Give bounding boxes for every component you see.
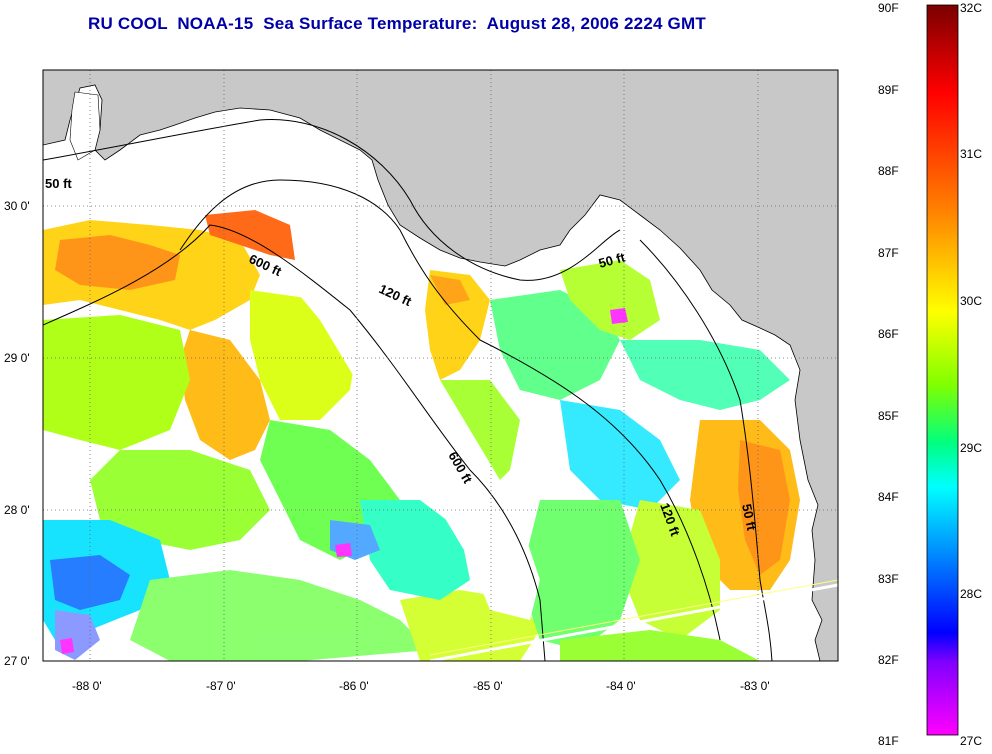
x-tick: -86 0' — [339, 679, 369, 693]
colorbar-f-label: 84F — [878, 490, 899, 504]
land-area — [43, 70, 838, 661]
colorbar-f-label: 82F — [878, 653, 899, 667]
colorbar-f-label: 88F — [878, 164, 899, 178]
colorbar-f-label: 83F — [878, 572, 899, 586]
grid-lines — [43, 70, 838, 661]
contour-label-50ft-west: 50 ft — [45, 176, 72, 191]
x-tick: -87 0' — [206, 679, 236, 693]
y-tick: 30 0' — [4, 199, 30, 213]
colorbar-f-label: 85F — [878, 409, 899, 423]
y-tick: 29 0' — [4, 351, 30, 365]
colorbar: 90F 89F 88F 87F 86F 85F 84F 83F 82F 81F … — [878, 1, 982, 748]
colorbar-c-label: 29C — [960, 441, 982, 455]
depth-contours — [43, 119, 773, 661]
colorbar-c-label: 28C — [960, 587, 982, 601]
colorbar-c-label: 32C — [960, 1, 982, 15]
contour-label-50ft-south: 50 ft — [739, 503, 759, 533]
map-title: RU COOL NOAA-15 Sea Surface Temperature:… — [88, 14, 706, 33]
colorbar-c-labels: 32C 31C 30C 29C 28C 27C — [960, 1, 982, 748]
x-axis: -88 0' -87 0' -86 0' -85 0' -84 0' -83 0… — [72, 679, 770, 693]
colorbar-f-label: 81F — [878, 734, 899, 748]
x-tick: -83 0' — [740, 679, 770, 693]
y-tick: 28 0' — [4, 503, 30, 517]
colorbar-f-label: 86F — [878, 327, 899, 341]
colorbar-c-label: 31C — [960, 147, 982, 161]
x-tick: -85 0' — [473, 679, 503, 693]
y-tick: 27 0' — [4, 654, 30, 668]
contour-label-50ft-bigbend: 50 ft — [597, 249, 627, 271]
colorbar-gradient — [926, 4, 959, 736]
colorbar-f-label: 87F — [878, 246, 899, 260]
colorbar-f-label: 89F — [878, 83, 899, 97]
y-axis: 30 0' 29 0' 28 0' 27 0' — [4, 199, 30, 668]
colorbar-f-labels: 90F 89F 88F 87F 86F 85F 84F 83F 82F 81F — [878, 1, 899, 748]
colorbar-c-label: 27C — [960, 734, 982, 748]
colorbar-f-label: 90F — [878, 1, 899, 15]
x-tick: -88 0' — [72, 679, 102, 693]
colorbar-c-label: 30C — [960, 294, 982, 308]
sst-patches — [43, 210, 800, 661]
x-tick: -84 0' — [606, 679, 636, 693]
